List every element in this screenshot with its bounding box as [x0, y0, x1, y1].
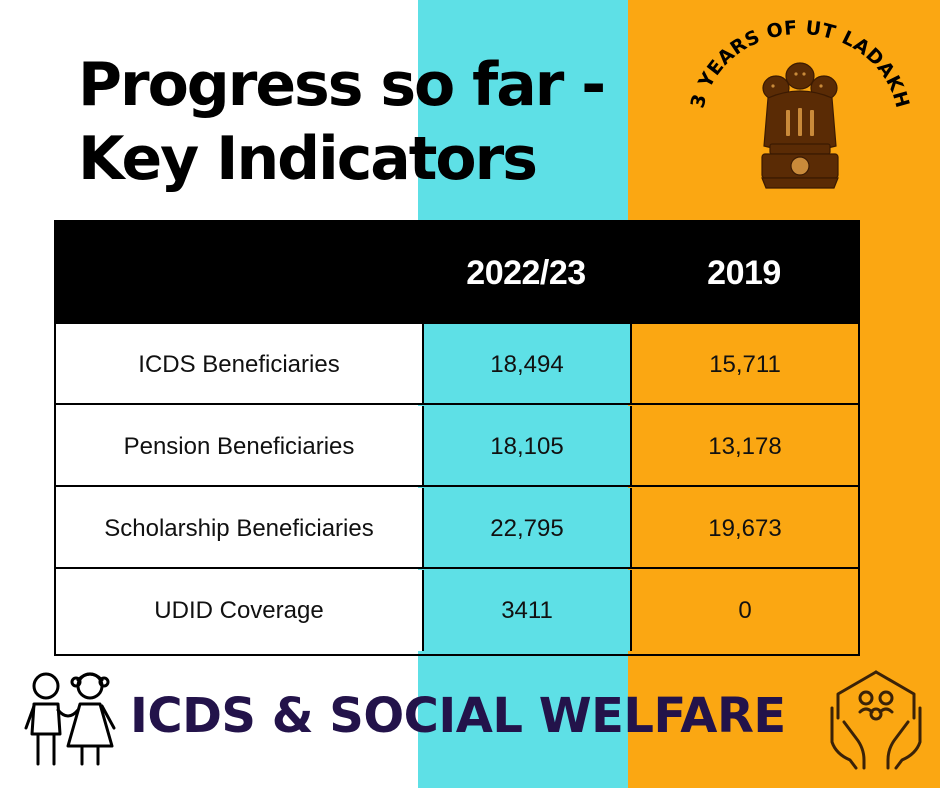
value-2019: 13,178 [630, 406, 858, 487]
column-header-2019: 2019 [707, 254, 781, 292]
children-icon [24, 672, 116, 766]
table-row: Scholarship Beneficiaries 22,795 19,673 [56, 488, 858, 570]
column-header-2022-23: 2022/23 [466, 254, 586, 292]
value-2022-23: 18,105 [422, 406, 630, 487]
value-2019: 0 [630, 570, 858, 651]
value-2022-23: 3411 [422, 570, 630, 651]
table-header-row: 2022/23 2019 [56, 222, 858, 324]
value-2019: 19,673 [630, 488, 858, 569]
row-label: Pension Beneficiaries [56, 406, 422, 487]
table-row: Pension Beneficiaries 18,105 13,178 [56, 406, 858, 488]
value-2022-23: 18,494 [422, 324, 630, 405]
row-label: UDID Coverage [56, 570, 422, 651]
value-2022-23: 22,795 [422, 488, 630, 569]
caring-hands-family-icon [830, 670, 922, 770]
footer-title: ICDS & SOCIAL WELFARE [130, 688, 786, 744]
row-label: Scholarship Beneficiaries [56, 488, 422, 569]
page-title: Progress so far - Key Indicators [78, 48, 606, 196]
table-row: ICDS Beneficiaries 18,494 15,711 [56, 324, 858, 406]
indicators-table: 2022/23 2019 ICDS Beneficiaries 18,494 1… [54, 220, 860, 656]
row-label: ICDS Beneficiaries [56, 324, 422, 405]
title-line-1: Progress so far - [78, 50, 606, 120]
national-emblem-icon: 3 YEARS OF UT LADAKH [690, 17, 910, 189]
title-line-2: Key Indicators [78, 124, 538, 194]
table-row: UDID Coverage 3411 0 [56, 570, 858, 652]
emblem-details [771, 72, 823, 136]
value-2019: 15,711 [630, 324, 858, 405]
